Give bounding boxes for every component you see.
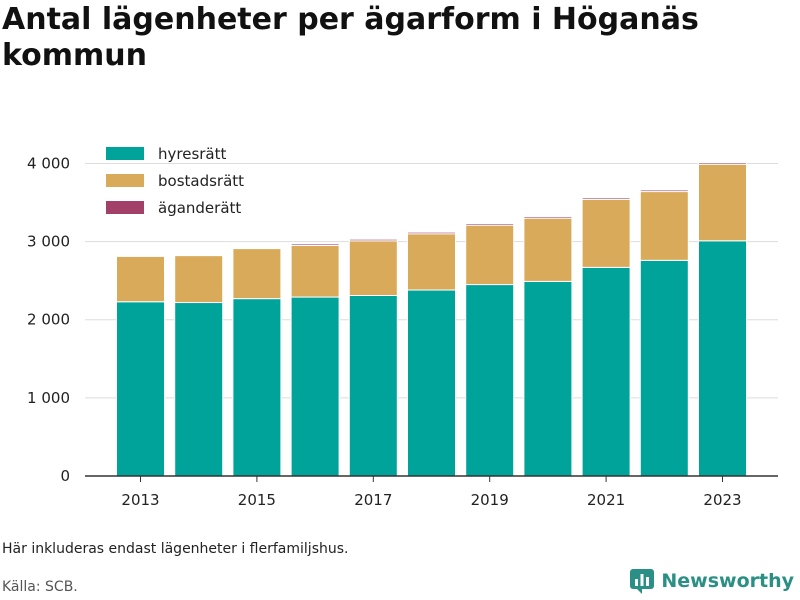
legend: hyresrätt bostadsrätt äganderätt — [106, 145, 244, 217]
legend-label: äganderätt — [158, 199, 241, 217]
bar-segment — [290, 243, 340, 246]
bar-segment — [639, 191, 689, 261]
bar-segment — [232, 298, 282, 477]
bar-chart-logo-icon — [630, 569, 655, 594]
y-tick-label: 2 000 — [27, 311, 70, 329]
bar-segment — [523, 216, 573, 219]
bar-segment — [581, 266, 631, 477]
bar-segment — [407, 231, 456, 235]
bar-segment — [348, 238, 398, 242]
x-axis: 2013 2015 2017 2019 2021 2023 — [85, 475, 778, 509]
bar-segment — [348, 240, 398, 296]
bar-segment — [232, 248, 282, 300]
brand-logo: Newsworthy — [629, 568, 794, 594]
y-tick-label: 0 — [60, 467, 70, 485]
x-tick-label: 2013 — [121, 491, 159, 509]
legend-swatch — [106, 147, 144, 160]
bar-segment — [639, 189, 689, 193]
bar-segment — [698, 163, 747, 242]
brand-name: Newsworthy — [661, 570, 794, 592]
bar-segment — [465, 224, 515, 286]
legend-label: bostadsrätt — [158, 172, 244, 190]
footnote: Här inkluderas endast lägenheter i flerf… — [2, 541, 349, 557]
bar-segment — [465, 284, 515, 477]
x-tick-label: 2017 — [354, 491, 392, 509]
bar-segment — [407, 289, 456, 477]
source-note: Källa: SCB. — [2, 579, 78, 595]
x-tick-label: 2015 — [238, 491, 276, 509]
bar-segment — [174, 302, 224, 477]
x-tick-label: 2019 — [471, 491, 509, 509]
y-tick-label: 3 000 — [27, 233, 70, 251]
bar-segment — [581, 198, 631, 268]
bar-segment — [523, 280, 573, 477]
bar-segment — [581, 197, 631, 200]
y-tick-label: 4 000 — [27, 154, 70, 172]
bar-segment — [116, 301, 165, 477]
bar-segment — [116, 255, 165, 303]
chart-title: Antal lägenheter per ägarform i Höganäs … — [2, 2, 699, 73]
bar-segment — [348, 294, 398, 477]
bar-segment — [407, 233, 456, 291]
bar-segment — [174, 255, 224, 304]
legend-swatch — [106, 174, 144, 187]
legend-label: hyresrätt — [158, 145, 227, 163]
y-tick-label: 1 000 — [27, 389, 70, 407]
bar-segment — [639, 259, 689, 477]
bar-segment — [523, 217, 573, 282]
y-axis: 0 1 000 2 000 3 000 4 000 — [27, 154, 70, 485]
bar-segment — [290, 244, 340, 298]
legend-swatch — [106, 201, 144, 214]
bar-segment — [465, 223, 515, 226]
x-tick-label: 2023 — [703, 491, 741, 509]
x-tick-label: 2021 — [587, 491, 625, 509]
bar-segment — [290, 296, 340, 477]
bar-segment — [698, 162, 747, 165]
bar-segment — [698, 240, 747, 477]
